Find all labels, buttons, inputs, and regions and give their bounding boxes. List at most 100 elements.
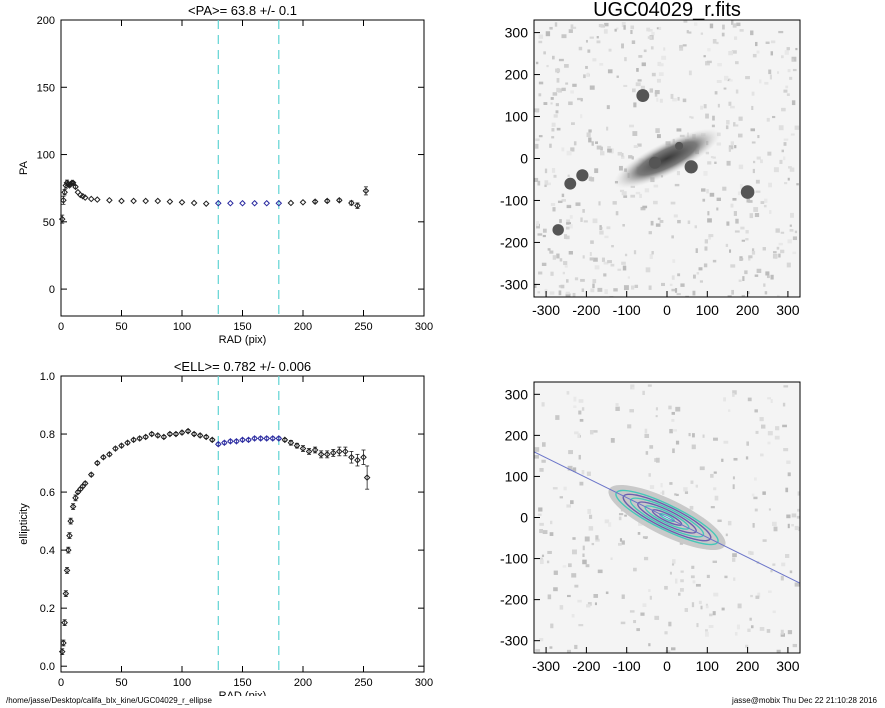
noise-speckle: [774, 255, 778, 259]
noise-speckle: [650, 46, 654, 50]
noise-speckle: [744, 270, 748, 275]
noise-speckle: [565, 235, 570, 240]
noise-speckle: [586, 471, 591, 476]
noise-speckle: [766, 117, 770, 122]
noise-speckle: [661, 282, 666, 287]
noise-speckle: [705, 603, 708, 606]
noise-speckle: [586, 72, 590, 77]
noise-speckle: [783, 385, 789, 388]
noise-speckle: [656, 27, 660, 30]
noise-speckle: [545, 31, 551, 37]
noise-speckle: [738, 133, 743, 138]
noise-speckle: [786, 93, 790, 96]
noise-speckle: [745, 76, 750, 80]
noise-speckle: [664, 585, 668, 590]
noise-speckle: [766, 629, 771, 633]
data-point: [305, 448, 313, 455]
noise-speckle: [755, 595, 760, 599]
noise-speckle: [671, 235, 674, 239]
noise-speckle: [776, 71, 780, 74]
noise-speckle: [728, 101, 732, 106]
noise-speckle: [538, 34, 544, 39]
noise-speckle: [552, 92, 558, 96]
noise-speckle: [682, 98, 687, 103]
noise-speckle: [567, 465, 573, 471]
x-tick-label: -100: [613, 658, 641, 674]
noise-speckle: [619, 538, 623, 542]
data-point: [311, 198, 319, 205]
data-point: [172, 430, 180, 438]
noise-speckle: [594, 265, 600, 270]
noise-speckle: [674, 493, 677, 496]
noise-speckle: [778, 125, 784, 131]
noise-speckle: [736, 22, 741, 27]
y-tick-label: 0: [520, 510, 528, 526]
noise-speckle: [553, 174, 557, 178]
noise-speckle: [693, 22, 698, 26]
noise-speckle: [610, 438, 615, 443]
noise-speckle: [631, 156, 634, 160]
noise-speckle: [588, 129, 592, 133]
noise-speckle: [726, 119, 730, 125]
noise-speckle: [648, 589, 651, 592]
x-tick-label: 250: [354, 321, 372, 333]
noise-speckle: [586, 132, 591, 138]
noise-speckle: [659, 219, 664, 223]
noise-speckle: [555, 68, 561, 73]
noise-speckle: [716, 41, 719, 45]
noise-speckle: [750, 30, 754, 36]
noise-speckle: [618, 516, 622, 521]
noise-speckle: [787, 239, 792, 244]
noise-speckle: [565, 82, 569, 85]
noise-speckle: [569, 224, 573, 229]
noise-speckle: [705, 629, 708, 632]
noise-speckle: [768, 508, 771, 511]
noise-speckle: [727, 520, 732, 526]
noise-speckle: [741, 239, 746, 242]
noise-speckle: [544, 168, 548, 174]
noise-speckle: [561, 199, 566, 202]
noise-speckle: [754, 477, 757, 481]
noise-speckle: [787, 472, 791, 477]
noise-speckle: [754, 508, 758, 512]
noise-speckle: [767, 151, 772, 156]
noise-speckle: [592, 218, 598, 224]
noise-speckle: [561, 87, 566, 92]
noise-speckle: [775, 426, 780, 431]
noise-speckle: [569, 215, 573, 219]
noise-speckle: [534, 447, 540, 452]
noise-speckle: [544, 180, 549, 186]
noise-speckle: [612, 201, 617, 205]
noise-speckle: [716, 142, 722, 146]
noise-speckle: [700, 605, 703, 610]
noise-speckle: [570, 24, 574, 29]
noise-speckle: [687, 220, 691, 224]
point-source: [684, 160, 698, 174]
noise-speckle: [647, 29, 653, 32]
noise-speckle: [654, 615, 660, 620]
noise-speckle: [631, 285, 635, 290]
noise-speckle: [550, 271, 554, 276]
y-tick-label: 200: [505, 67, 529, 83]
noise-speckle: [659, 63, 664, 67]
noise-speckle: [714, 495, 719, 501]
noise-speckle: [696, 623, 699, 628]
noise-speckle: [664, 631, 668, 635]
noise-speckle: [707, 48, 711, 52]
noise-speckle: [570, 500, 574, 505]
noise-speckle: [733, 122, 736, 127]
noise-speckle: [574, 584, 579, 588]
noise-speckle: [582, 545, 585, 551]
data-point: [263, 199, 271, 207]
noise-speckle: [661, 55, 667, 60]
y-tick-label: 0.6: [40, 487, 55, 499]
noise-speckle: [772, 115, 776, 119]
noise-speckle: [608, 48, 612, 52]
noise-speckle: [616, 27, 619, 30]
noise-speckle: [706, 60, 712, 64]
noise-speckle: [781, 149, 785, 153]
noise-speckle: [583, 220, 588, 223]
noise-speckle: [572, 537, 576, 540]
noise-speckle: [778, 242, 783, 246]
noise-speckle: [643, 556, 649, 561]
